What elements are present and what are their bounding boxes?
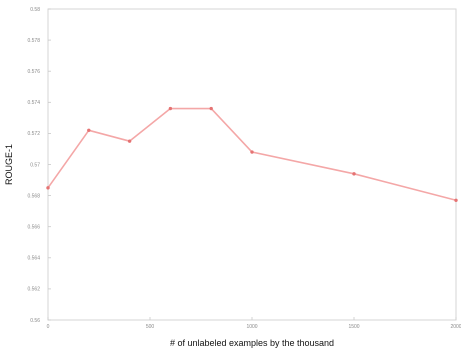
y-tick-label: 0.578 — [27, 38, 40, 44]
plot-area-frame — [47, 8, 457, 321]
x-tick-label: 2000 — [450, 324, 461, 330]
data-point — [87, 128, 91, 132]
y-tick-label: 0.57 — [30, 162, 40, 168]
y-tick-label: 0.572 — [27, 131, 40, 137]
y-tick-label: 0.574 — [27, 100, 40, 106]
data-point — [209, 106, 213, 111]
x-tick-label: 0 — [47, 324, 50, 330]
x-tick-label: 1000 — [246, 324, 257, 330]
data-point — [352, 172, 356, 176]
y-axis-ticks: 0.56 0.562 0.564 0.566 0.568 0.57 0.572 0.574 0.… — [27, 7, 51, 324]
data-point — [168, 106, 173, 111]
y-tick-label: 0.56 — [30, 318, 40, 324]
data-point — [250, 150, 254, 154]
y-tick-label: 0.576 — [27, 69, 40, 75]
data-point — [127, 139, 132, 143]
x-axis-ticks: 0 500 1000 1500 2000 — [47, 317, 461, 330]
y-tick-label: 0.566 — [27, 225, 40, 231]
y-tick-label: 0.58 — [30, 7, 40, 13]
x-axis-label: # of unlabeled examples by the thousand — [170, 338, 334, 348]
x-tick-label: 1500 — [348, 324, 359, 330]
y-tick-label: 0.568 — [27, 193, 40, 199]
y-tick-label: 0.562 — [27, 287, 40, 293]
series-layer — [46, 106, 458, 202]
y-tick-label: 0.564 — [27, 256, 40, 262]
data-point — [454, 198, 458, 202]
y-axis-label: ROUGE-1 — [4, 144, 14, 185]
data-point — [46, 186, 50, 190]
series-line — [47, 107, 457, 202]
x-tick-label: 500 — [146, 324, 155, 330]
